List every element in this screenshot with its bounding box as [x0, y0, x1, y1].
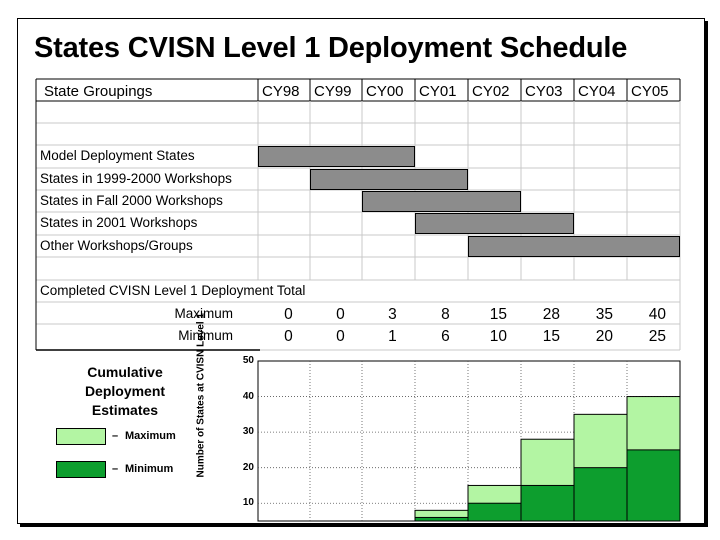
legend-minimum-dash: –	[112, 463, 119, 475]
legend-maximum-swatch	[56, 428, 106, 445]
maximum-value: 3	[388, 306, 397, 323]
gantt-bar	[362, 191, 521, 212]
maximum-value: 15	[489, 306, 507, 323]
maximum-value: 40	[648, 306, 666, 323]
slide-title: States CVISN Level 1 Deployment Schedule	[34, 32, 628, 64]
minimum-value: 10	[489, 328, 507, 345]
maximum-value: 0	[284, 306, 293, 323]
minimum-value: 0	[336, 328, 345, 345]
year-header-cy05: CY05	[631, 83, 669, 100]
gantt-bar	[415, 213, 574, 234]
group-label: Other Workshops/Groups	[40, 238, 193, 253]
year-header-cy00: CY00	[366, 83, 404, 100]
minimum-row-label: Minimum	[178, 328, 233, 343]
gantt-bar	[310, 169, 468, 190]
maximum-value: 0	[336, 306, 345, 323]
y-tick-label: 20	[242, 461, 254, 473]
completed-total-label: Completed CVISN Level 1 Deployment Total	[40, 283, 306, 298]
legend-maximum-dash: –	[112, 430, 119, 442]
legend-title: Cumulative Deployment Estimates	[84, 364, 166, 418]
year-header-cy99: CY99	[314, 83, 352, 100]
year-header-cy04: CY04	[578, 83, 616, 100]
y-tick-label: 30	[242, 426, 254, 438]
legend-minimum-label: Minimum	[125, 463, 174, 475]
year-header-cy03: CY03	[525, 83, 563, 100]
group-label: Model Deployment States	[40, 148, 195, 163]
group-label: States in Fall 2000 Workshops	[40, 193, 223, 208]
bar-minimum	[520, 484, 575, 522]
minimum-value: 25	[648, 328, 666, 345]
minimum-value: 0	[284, 328, 293, 345]
y-tick-label: 40	[242, 390, 254, 402]
y-tick-label: 10	[242, 497, 254, 509]
state-groupings-header: State Groupings	[44, 83, 153, 100]
minimum-value: 15	[542, 328, 560, 345]
group-label: States in 2001 Workshops	[40, 215, 198, 230]
year-header-cy98: CY98	[262, 83, 300, 100]
maximum-value: 28	[542, 306, 560, 323]
gantt-bar	[468, 236, 680, 257]
year-header-cy01: CY01	[419, 83, 457, 100]
legend-maximum-label: Maximum	[125, 430, 176, 442]
bar-minimum	[414, 516, 469, 522]
y-tick-label: 50	[242, 355, 254, 366]
bar-minimum	[626, 449, 681, 522]
gantt-bar	[258, 146, 415, 167]
minimum-value: 20	[595, 328, 613, 345]
year-header-cy02: CY02	[472, 83, 510, 100]
legend-minimum-swatch	[56, 461, 106, 478]
bar-minimum	[467, 502, 522, 522]
maximum-value: 8	[441, 306, 450, 323]
minimum-value: 6	[441, 328, 450, 345]
maximum-value: 35	[595, 306, 613, 323]
maximum-row-label: Maximum	[174, 306, 233, 321]
bar-minimum	[573, 467, 628, 522]
group-label: States in 1999-2000 Workshops	[40, 171, 232, 186]
minimum-value: 1	[388, 328, 397, 345]
